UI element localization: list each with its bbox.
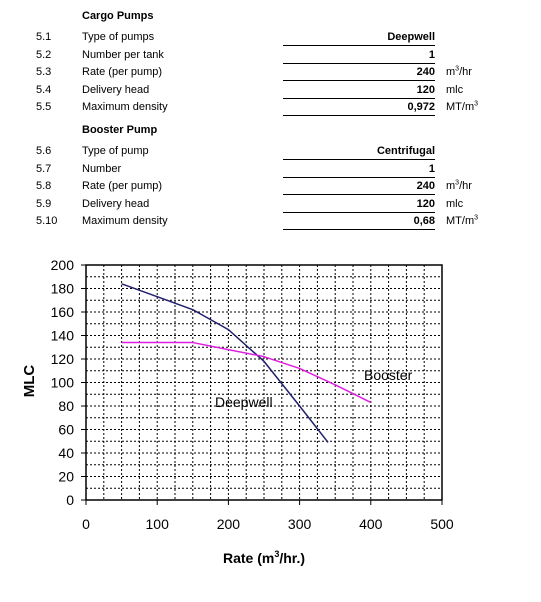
spec-row: 5.6 Type of pump Centrifugal [0, 145, 541, 163]
y-tick-label: 0 [66, 492, 74, 508]
spec-value: 120 [283, 198, 435, 213]
spec-label: Number per tank [82, 48, 164, 61]
spec-value: Deepwell [283, 31, 435, 46]
spec-value: 120 [283, 84, 435, 99]
spec-unit: mlc [446, 83, 464, 96]
spec-number: 5.9 [36, 197, 52, 210]
spec-label: Type of pump [82, 145, 149, 157]
y-tick-label: 40 [58, 445, 74, 461]
spec-label: Maximum density [82, 101, 168, 113]
spec-unit-superscript: 3 [455, 65, 460, 73]
spec-unit: MT/m3 [446, 214, 479, 227]
cargo-pumps-title: Cargo Pumps [82, 10, 154, 22]
booster-pump-title: Booster Pump [82, 124, 158, 136]
spec-unit: m3/hr [446, 65, 472, 78]
spec-row: 5.8 Rate (per pump) 240 m3/hr [0, 179, 541, 198]
y-axis-label: MLC [21, 365, 38, 398]
spec-value: 240 [283, 180, 435, 195]
spec-unit-superscript: 3 [474, 214, 479, 222]
spec-value: 0,972 [283, 101, 435, 116]
spec-number: 5.2 [36, 48, 52, 61]
spec-label: Delivery head [82, 83, 150, 96]
x-axis-label-tail: /hr.) [279, 550, 305, 566]
series-lines [121, 283, 372, 443]
x-tick-label: 300 [288, 516, 312, 532]
spec-row: 5.3 Rate (per pump) 240 m3/hr [0, 65, 541, 84]
spec-number: 5.7 [36, 162, 52, 175]
spec-row: 5.2 Number per tank 1 [0, 49, 541, 67]
spec-unit-superscript: 3 [474, 100, 479, 108]
series-labels: Deepwell Booster [215, 367, 413, 410]
x-tick-label: 500 [430, 516, 454, 532]
spec-number: 5.10 [36, 215, 58, 227]
pump-curve-chart: 0 20 40 60 80 100 120 140 160 180 200 0 100 200 300 40… [21, 257, 454, 566]
spec-row: 5.10 Maximum density 0,68 MT/m3 [0, 214, 541, 233]
spec-number: 5.5 [36, 101, 52, 113]
spec-unit: mlc [446, 197, 464, 210]
spec-row: 5.1 Type of pumps Deepwell [0, 31, 541, 49]
spec-value: 0,68 [283, 215, 435, 230]
y-tick-label: 20 [58, 469, 74, 485]
x-tick-label: 200 [217, 516, 241, 532]
spec-row: 5.5 Maximum density 0,972 MT/m3 [0, 100, 541, 119]
x-tick-label: 0 [82, 516, 90, 532]
spec-row: 5.7 Number 1 [0, 163, 541, 181]
spec-number: 5.8 [36, 180, 52, 192]
x-tick-labels: 0 100 200 300 400 500 [82, 500, 454, 532]
spec-label: Rate (per pump) [82, 180, 163, 192]
y-tick-label: 180 [51, 281, 75, 297]
y-tick-label: 160 [51, 304, 75, 320]
spec-value: Centrifugal [283, 145, 435, 160]
spec-unit: m3/hr [446, 179, 472, 192]
x-tick-label: 100 [146, 516, 170, 532]
series-label-deepwell: Deepwell [215, 394, 273, 410]
spec-value: 240 [283, 66, 435, 81]
x-axis-label-sup: 3 [274, 549, 279, 559]
spec-label: Rate (per pump) [82, 66, 163, 78]
y-tick-label: 60 [58, 422, 74, 438]
x-axis-label: Rate (m3/hr.) [223, 549, 305, 566]
spec-number: 5.3 [36, 66, 52, 78]
y-tick-label: 80 [58, 398, 74, 414]
spec-row: 5.9 Delivery head 120 mlc [0, 198, 541, 216]
series-line-booster [121, 341, 372, 404]
spec-number: 5.6 [36, 145, 52, 157]
spec-number: 5.4 [36, 83, 52, 96]
spec-label: Delivery head [82, 197, 150, 210]
series-line-deepwell [121, 283, 329, 443]
chart-grid [86, 265, 442, 500]
spec-value: 1 [283, 163, 435, 178]
y-tick-label: 140 [51, 328, 75, 344]
y-tick-label: 200 [51, 257, 75, 273]
spec-row: 5.4 Delivery head 120 mlc [0, 84, 541, 102]
spec-value: 1 [283, 49, 435, 64]
spec-number: 5.1 [36, 31, 52, 43]
y-tick-label: 100 [51, 375, 75, 391]
spec-label: Type of pumps [82, 31, 155, 43]
y-tick-label: 120 [51, 351, 75, 367]
x-axis-label-main: Rate (m [223, 550, 274, 566]
series-label-booster: Booster [364, 367, 413, 383]
spec-unit-superscript: 3 [455, 179, 460, 187]
spec-label: Maximum density [82, 215, 168, 227]
y-tick-labels: 0 20 40 60 80 100 120 140 160 180 200 [51, 257, 86, 508]
spec-unit: MT/m3 [446, 100, 479, 113]
spec-label: Number [82, 162, 122, 175]
x-tick-label: 400 [359, 516, 383, 532]
